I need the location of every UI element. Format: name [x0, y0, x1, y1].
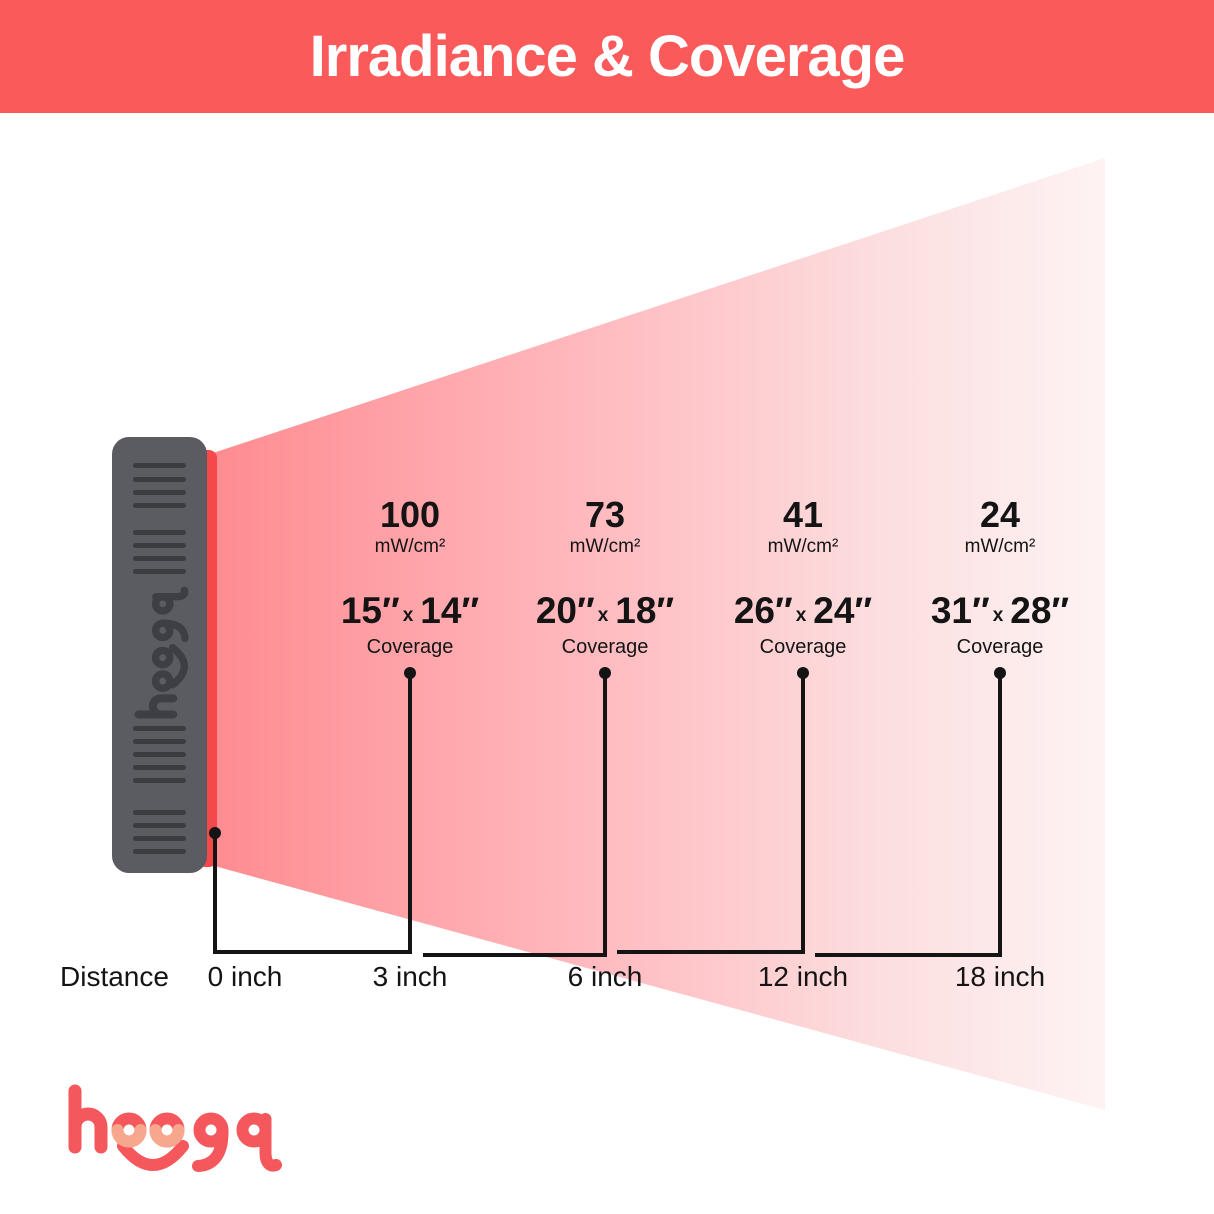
marker-dot-12inch: [797, 667, 809, 679]
bracket-line-0-to-3inch: [213, 673, 412, 954]
page-title: Irradiance & Coverage: [309, 24, 906, 89]
distance-axis-title: Distance: [60, 961, 169, 992]
marker-dot-18inch: [994, 667, 1006, 679]
irradiance-unit: mW/cm²: [767, 536, 839, 557]
measurement-column-12inch: 41 mW/cm² 26″ x 24″ Coverage: [683, 494, 923, 659]
distance-tick-0inch: 0 inch: [207, 961, 283, 992]
dimension-separator: x: [992, 605, 1004, 626]
measurement-column-18inch: 24 mW/cm² 31″ x 28″ Coverage: [880, 494, 1120, 659]
coverage-height: 24″: [813, 590, 873, 631]
coverage-dimensions: 31″ x 28″: [880, 592, 1120, 635]
coverage-label: Coverage: [759, 636, 847, 658]
coverage-dimensions: 26″ x 24″: [683, 592, 923, 635]
distance-tick-3inch: 3 inch: [372, 961, 448, 992]
vent-slats: [133, 463, 186, 854]
irradiance-value: 100: [379, 494, 441, 535]
marker-dot-0inch: [209, 827, 221, 839]
distance-tick-12inch: 12 inch: [757, 961, 849, 992]
dimension-separator: x: [402, 605, 414, 626]
dimension-separator: x: [597, 605, 609, 626]
bracket-line-3-to-6inch: [423, 673, 607, 957]
coverage-height: 14″: [420, 590, 480, 631]
irradiance-value: 24: [979, 494, 1021, 535]
coverage-width: 31″: [930, 590, 990, 631]
coverage-width: 26″: [733, 590, 793, 631]
irradiance-unit: mW/cm²: [569, 536, 641, 557]
coverage-label: Coverage: [561, 636, 649, 658]
irradiance-value: 41: [782, 494, 824, 535]
header-banner: Irradiance & Coverage: [0, 0, 1214, 113]
distance-tick-18inch: 18 inch: [954, 961, 1046, 992]
marker-dot-3inch: [404, 667, 416, 679]
irradiance-unit: mW/cm²: [964, 536, 1036, 557]
bracket-line-6-to-12inch: [617, 673, 805, 954]
marker-dot-6inch: [599, 667, 611, 679]
distance-tick-6inch: 6 inch: [567, 961, 643, 992]
dimension-separator: x: [795, 605, 807, 626]
device-brand-logo: hooga: [134, 586, 189, 719]
light-beam-cone: [207, 158, 1105, 1110]
measurement-column-6inch: 73 mW/cm² 20″ x 18″ Coverage: [485, 494, 725, 659]
irradiance-value: 73: [584, 494, 626, 535]
bracket-line-12-to-18inch: [815, 673, 1002, 957]
coverage-height: 28″: [1010, 590, 1070, 631]
coverage-height: 18″: [615, 590, 675, 631]
measurement-column-3inch: 100 mW/cm² 15″ x 14″ Coverage: [290, 494, 530, 659]
irradiance-unit: mW/cm²: [374, 536, 446, 557]
coverage-label: Coverage: [366, 636, 454, 658]
logo-eye-highlights: [111, 1124, 185, 1148]
coverage-dimensions: 20″ x 18″: [485, 592, 725, 635]
coverage-width: 15″: [340, 590, 400, 631]
coverage-width: 20″: [535, 590, 595, 631]
brand-logo: hooga: [68, 1084, 282, 1172]
coverage-dimensions: 15″ x 14″: [290, 592, 530, 635]
coverage-label: Coverage: [956, 636, 1044, 658]
